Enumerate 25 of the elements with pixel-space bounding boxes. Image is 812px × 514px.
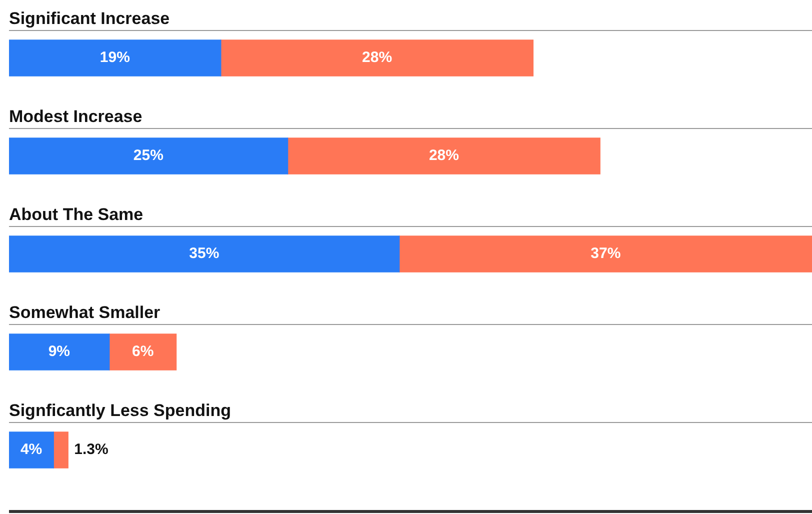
data-label: 25%	[133, 147, 164, 164]
data-label: 9%	[48, 343, 70, 360]
data-label: 28%	[428, 147, 459, 164]
bar	[220, 40, 534, 76]
y-tick-label: Modest Increase	[9, 107, 142, 126]
data-label: 35%	[189, 245, 220, 262]
y-tick-label: Signficantly Less Spending	[9, 401, 231, 420]
data-label: 19%	[100, 49, 130, 66]
bar	[399, 236, 812, 272]
data-label: 6%	[132, 343, 154, 360]
data-label: 37%	[590, 245, 621, 262]
bar	[9, 432, 54, 468]
bar	[287, 138, 600, 174]
data-label: 28%	[362, 49, 392, 66]
y-tick-label: About The Same	[9, 205, 144, 224]
y-tick-label: Somewhat Smaller	[9, 303, 161, 322]
bar	[9, 334, 110, 370]
bar	[109, 334, 177, 370]
bar	[9, 40, 222, 76]
bar	[9, 236, 400, 272]
data-label: 4%	[20, 441, 42, 458]
y-tick-label: Significant Increase	[9, 9, 170, 28]
bar	[9, 138, 288, 174]
data-label: 1.3%	[74, 441, 108, 458]
bar	[53, 432, 68, 468]
